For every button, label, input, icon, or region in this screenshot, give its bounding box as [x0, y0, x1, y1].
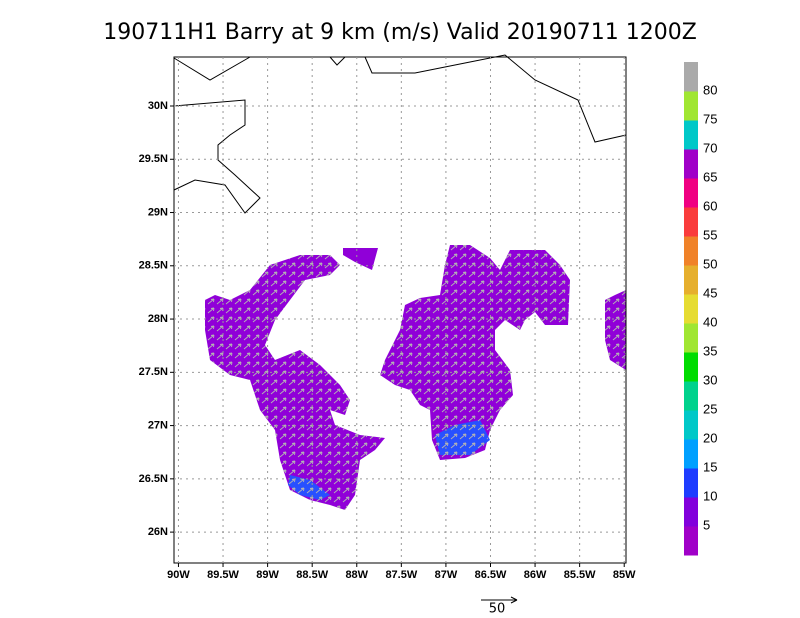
colorbar-label: 70	[703, 140, 717, 155]
colorbar-label: 45	[703, 285, 717, 300]
y-tick-label: 26.5N	[139, 473, 168, 485]
y-tick-label: 27N	[148, 419, 168, 431]
x-tick-label: 85.5W	[564, 569, 596, 581]
color-box	[684, 323, 698, 353]
x-tick-label: 86.5W	[475, 569, 507, 581]
color-box	[684, 91, 698, 121]
x-tick-label: 85W	[613, 569, 636, 581]
colorbar-label: 65	[703, 169, 717, 184]
color-box	[684, 236, 698, 266]
map-frame	[173, 56, 627, 564]
colorbar-label: 55	[703, 227, 717, 242]
color-box	[684, 526, 698, 556]
color-box	[684, 62, 698, 92]
colorbar-label: 25	[703, 401, 717, 416]
color-box	[684, 207, 698, 237]
x-tick-label: 88W	[345, 569, 368, 581]
y-tick-label: 27.5N	[139, 366, 168, 378]
x-tick-label: 87.5W	[385, 569, 417, 581]
colorbar-label: 75	[703, 111, 717, 126]
reference-arrowhead	[510, 596, 518, 604]
color-box	[684, 352, 698, 382]
color-box	[684, 120, 698, 150]
x-tick-label: 89.5W	[207, 569, 239, 581]
x-tick-label: 87W	[435, 569, 458, 581]
color-box	[684, 265, 698, 295]
y-tick-label: 28N	[148, 313, 168, 325]
y-tick-label: 26N	[148, 526, 168, 538]
color-box	[684, 497, 698, 527]
colorbar-label: 80	[703, 82, 717, 97]
colorbar-label: 35	[703, 343, 717, 358]
title: 190711H1 Barry at 9 km (m/s) Valid 20190…	[103, 20, 697, 45]
x-tick-label: 86W	[524, 569, 547, 581]
x-tick-label: 90W	[167, 569, 190, 581]
coastline	[173, 54, 627, 214]
colorbar-label: 20	[703, 430, 717, 445]
wind-field	[205, 245, 626, 510]
color-box	[684, 439, 698, 469]
color-box	[684, 468, 698, 498]
colorbar-label: 30	[703, 372, 717, 387]
y-tick-label: 28.5N	[139, 260, 168, 272]
color-box	[684, 410, 698, 440]
colorbar-label: 40	[703, 314, 717, 329]
x-tick-label: 88.5W	[296, 569, 328, 581]
reference-label: 50	[489, 602, 506, 617]
colorbar-label: 15	[703, 459, 717, 474]
colorbar-label: 5	[703, 517, 710, 532]
color-box	[684, 149, 698, 179]
color-box	[684, 381, 698, 411]
y-tick-label: 29N	[148, 206, 168, 218]
y-tick-label: 29.5N	[139, 153, 168, 165]
color-box	[684, 178, 698, 208]
x-tick-label: 89W	[256, 569, 279, 581]
colorbar-label: 10	[703, 488, 717, 503]
colorbar-label: 60	[703, 198, 717, 213]
colorbar-label: 50	[703, 256, 717, 271]
y-tick-label: 30N	[148, 100, 168, 112]
color-box	[684, 294, 698, 324]
